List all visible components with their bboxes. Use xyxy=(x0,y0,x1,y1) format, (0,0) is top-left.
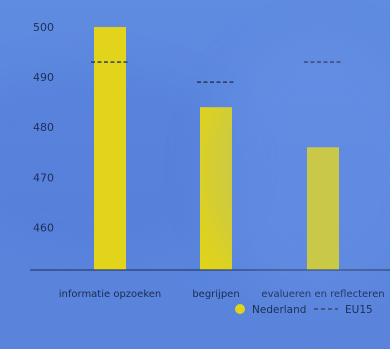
y-tick-label: 500 xyxy=(33,21,54,34)
x-tick-label: begrijpen xyxy=(192,289,239,300)
x-tick-label: evalueren en reflecteren xyxy=(261,289,384,300)
x-tick-label: informatie opzoeken xyxy=(59,289,162,300)
bar-3 xyxy=(307,147,339,270)
bar-2 xyxy=(200,107,232,270)
legend-label-nederland: Nederland xyxy=(252,304,306,316)
y-tick-label: 460 xyxy=(33,221,54,234)
legend: Nederland EU15 xyxy=(235,304,373,316)
legend-label-eu15: EU15 xyxy=(345,304,373,316)
legend-swatch-nederland xyxy=(235,304,245,314)
y-tick-label: 490 xyxy=(33,71,54,84)
y-tick-label: 480 xyxy=(33,121,54,134)
y-tick-label: 470 xyxy=(33,171,54,184)
bar-1 xyxy=(94,27,126,270)
